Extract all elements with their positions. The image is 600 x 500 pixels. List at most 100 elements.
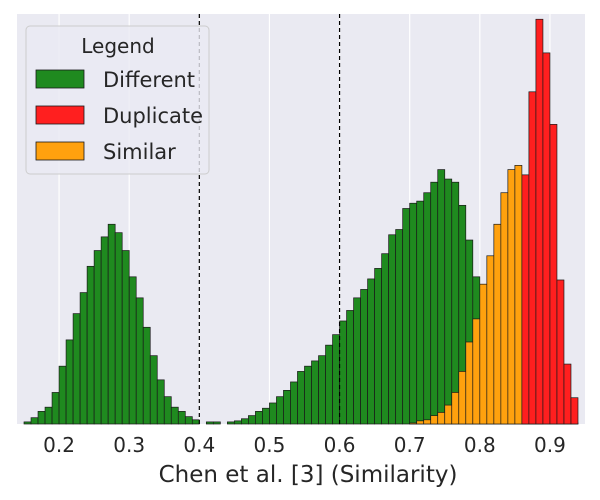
bar-different-1 bbox=[30, 417, 39, 425]
bar-different-33 bbox=[269, 402, 277, 425]
bar-similar-6 bbox=[451, 392, 460, 425]
bar-duplicate-2 bbox=[535, 18, 544, 425]
bar-similar-2 bbox=[423, 419, 432, 425]
reference-lines bbox=[198, 14, 341, 424]
bar-different-40 bbox=[318, 355, 326, 425]
bar-different-39 bbox=[311, 360, 319, 425]
bar-different-20 bbox=[163, 396, 172, 425]
bar-similar-13 bbox=[500, 192, 509, 425]
bar-different-51 bbox=[395, 229, 404, 425]
bar-different-17 bbox=[142, 326, 151, 425]
bar-duplicate-0 bbox=[521, 174, 530, 425]
bar-different-25 bbox=[205, 421, 214, 425]
x-tick-label: 0.5 bbox=[254, 433, 286, 457]
bar-different-38 bbox=[304, 365, 312, 425]
bar-different-48 bbox=[374, 268, 382, 425]
bar-different-18 bbox=[149, 355, 158, 425]
bar-duplicate-6 bbox=[563, 363, 572, 425]
bar-duplicate-5 bbox=[556, 279, 565, 425]
bar-different-9 bbox=[86, 265, 95, 425]
bar-different-13 bbox=[114, 232, 123, 425]
bar-similar-0 bbox=[409, 422, 418, 425]
x-tick-label: 0.6 bbox=[324, 433, 356, 457]
bar-different-6 bbox=[65, 339, 74, 425]
bar-duplicate-3 bbox=[542, 52, 551, 425]
bar-different-53 bbox=[409, 202, 418, 425]
bar-different-35 bbox=[283, 390, 291, 425]
bar-different-54 bbox=[416, 200, 425, 425]
bar-similar-8 bbox=[465, 341, 474, 425]
bar-duplicate-4 bbox=[549, 124, 558, 425]
x-tick-label: 0.9 bbox=[534, 433, 566, 457]
bar-duplicate-1 bbox=[528, 91, 537, 425]
bar-similar-11 bbox=[486, 255, 495, 425]
bar-different-46 bbox=[360, 289, 368, 425]
bar-different-31 bbox=[255, 411, 263, 425]
x-tick-label: 0.8 bbox=[464, 433, 496, 457]
bar-duplicate-7 bbox=[570, 397, 579, 425]
legend-label: Duplicate bbox=[103, 104, 203, 128]
bar-different-59 bbox=[451, 181, 460, 425]
bar-different-16 bbox=[135, 297, 144, 425]
legend-swatch bbox=[35, 69, 85, 89]
legend-swatch bbox=[35, 105, 85, 125]
bar-different-10 bbox=[93, 250, 102, 425]
x-tick-label: 0.3 bbox=[113, 433, 145, 457]
bar-different-14 bbox=[121, 250, 130, 425]
bar-different-34 bbox=[276, 396, 284, 425]
bar-different-58 bbox=[444, 178, 453, 425]
bar-different-4 bbox=[51, 392, 60, 425]
bar-similar-7 bbox=[458, 371, 467, 425]
bar-different-12 bbox=[107, 223, 116, 425]
bar-similar-15 bbox=[514, 165, 523, 425]
series-duplicate bbox=[521, 18, 579, 425]
bar-similar-12 bbox=[493, 223, 502, 425]
bar-different-32 bbox=[262, 407, 270, 425]
bar-different-49 bbox=[381, 253, 390, 425]
bar-different-45 bbox=[353, 297, 361, 425]
bar-different-42 bbox=[332, 334, 340, 425]
legend-entry-different: Different bbox=[35, 68, 195, 92]
bar-different-26 bbox=[212, 421, 221, 425]
bar-different-15 bbox=[128, 276, 137, 425]
bar-different-37 bbox=[297, 371, 305, 425]
bar-different-41 bbox=[325, 344, 333, 425]
legend-label: Similar bbox=[103, 140, 176, 164]
legend-label: Different bbox=[103, 68, 195, 92]
legend-title: Legend bbox=[81, 34, 154, 58]
x-tick-label: 0.2 bbox=[43, 433, 75, 457]
bar-different-5 bbox=[58, 365, 67, 425]
bar-different-27 bbox=[227, 421, 235, 425]
legend-entry-duplicate: Duplicate bbox=[35, 104, 203, 128]
bar-different-3 bbox=[44, 406, 53, 425]
x-axis-label: Chen et al. [3] (Similarity) bbox=[159, 462, 458, 488]
bar-different-56 bbox=[430, 181, 439, 425]
bar-different-55 bbox=[423, 192, 432, 425]
bar-different-19 bbox=[156, 379, 165, 425]
bar-different-28 bbox=[234, 420, 242, 425]
bar-similar-1 bbox=[416, 420, 425, 425]
bar-different-24 bbox=[191, 419, 200, 425]
bar-different-47 bbox=[367, 278, 375, 425]
bar-similar-10 bbox=[479, 283, 488, 425]
x-axis-ticks: 0.2 0.3 0.4 0.5 0.6 0.7 0.8 0.9 bbox=[43, 433, 566, 457]
bar-similar-5 bbox=[444, 404, 453, 425]
legend-entry-similar: Similar bbox=[35, 140, 176, 164]
bar-similar-4 bbox=[437, 412, 446, 425]
bar-similar-9 bbox=[472, 318, 481, 425]
bar-similar-14 bbox=[507, 169, 516, 425]
bar-different-44 bbox=[346, 310, 354, 425]
bar-different-7 bbox=[72, 313, 81, 425]
bar-different-2 bbox=[37, 411, 46, 425]
bar-similar-3 bbox=[430, 415, 439, 425]
bar-different-23 bbox=[184, 416, 193, 425]
bar-different-22 bbox=[177, 411, 186, 425]
bar-different-50 bbox=[388, 234, 397, 425]
x-tick-label: 0.4 bbox=[183, 433, 215, 457]
bar-different-0 bbox=[23, 421, 32, 425]
legend-swatch bbox=[35, 141, 85, 161]
bar-different-30 bbox=[248, 415, 256, 425]
bar-different-21 bbox=[170, 406, 179, 425]
x-tick-label: 0.7 bbox=[394, 433, 426, 457]
